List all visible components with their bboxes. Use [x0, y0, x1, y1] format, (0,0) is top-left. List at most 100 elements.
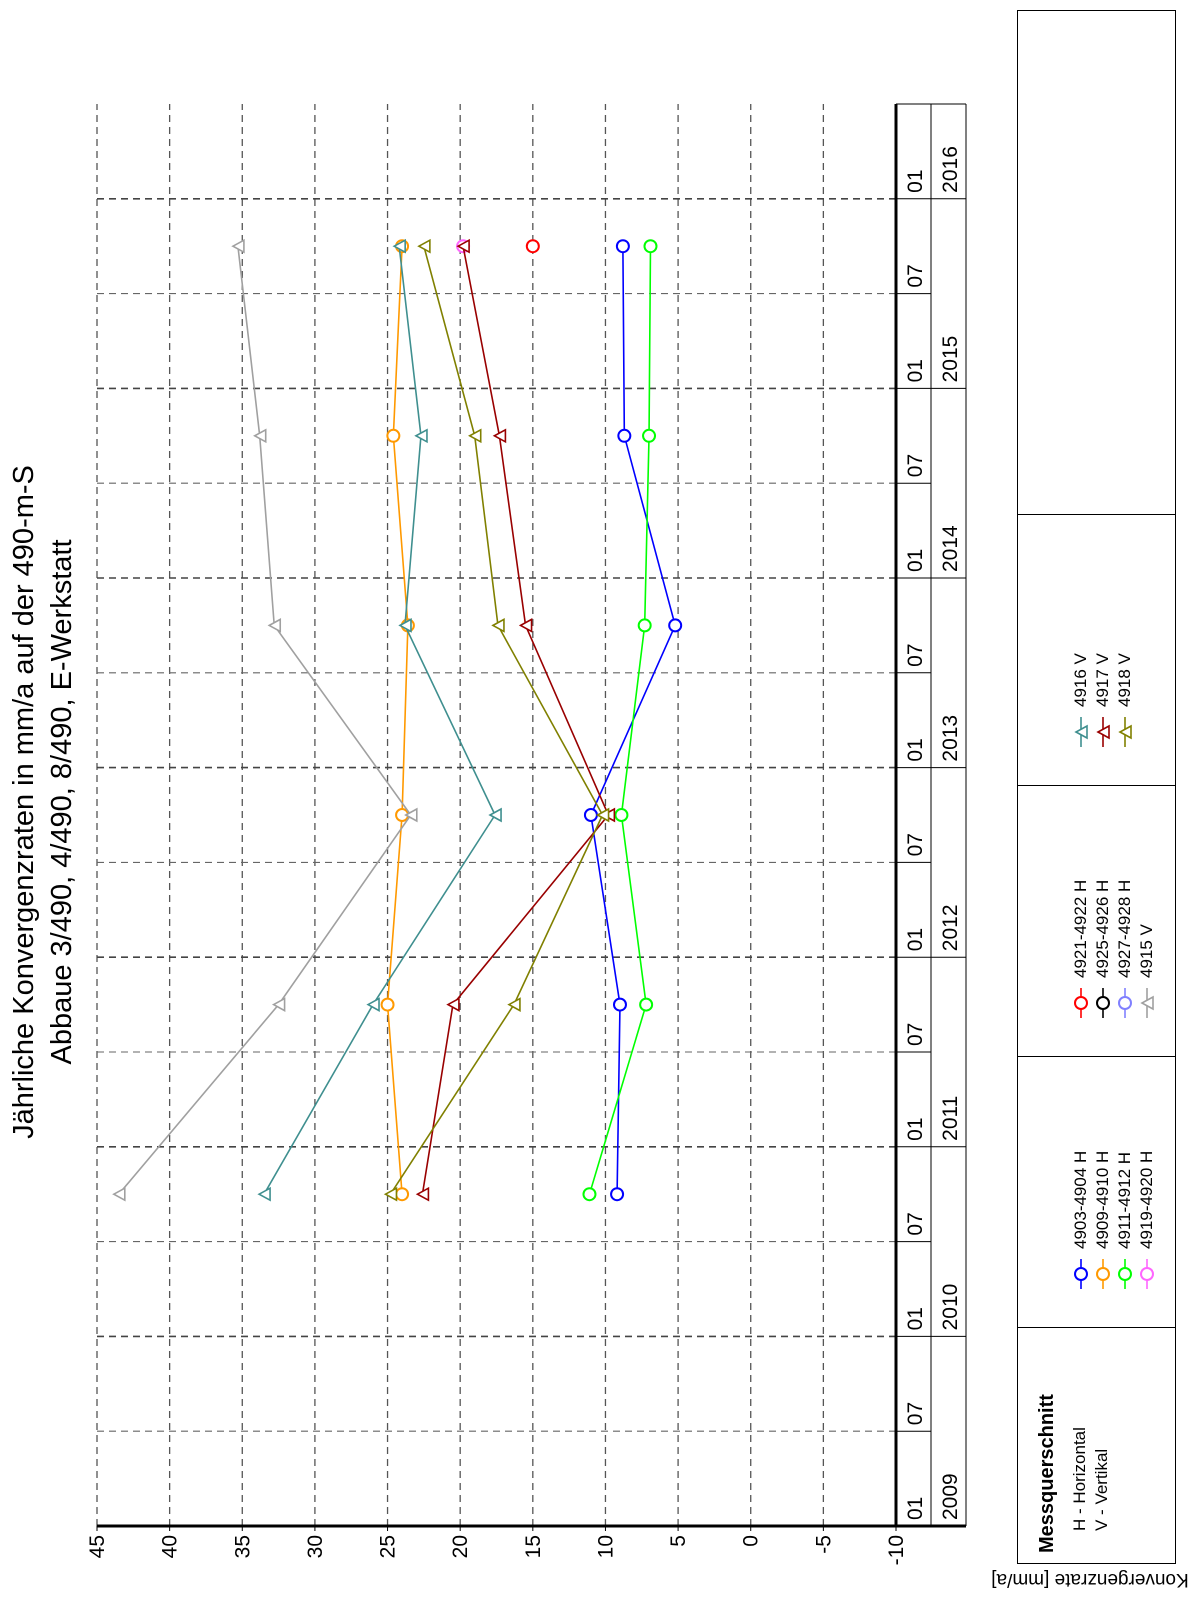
- x-month-tick-label: 07: [904, 643, 927, 666]
- legend-info-column: Messquerschnitt H - Horizontal V - Verti…: [1018, 1328, 1175, 1563]
- legend-marker: [1074, 1267, 1088, 1281]
- legend-item: 4921-4922 H: [1070, 880, 1092, 1020]
- x-month-tick-label: 07: [904, 833, 927, 856]
- y-tick-label: 5: [667, 1535, 690, 1547]
- legend-swatch: [1096, 988, 1110, 1018]
- legend-item: 4925-4926 H: [1092, 880, 1114, 1020]
- legend-swatch: [1118, 988, 1132, 1018]
- data-point: [380, 997, 395, 1012]
- series-4916-v: [257, 238, 502, 1202]
- data-point: [518, 618, 533, 633]
- legend-swatch: [1074, 1259, 1088, 1289]
- legend-swatch: [1118, 1259, 1132, 1289]
- data-point: [398, 618, 412, 633]
- legend-column-2: 4921-4922 H 4925-4926 H 4927-4928 H 4915 V: [1018, 786, 1175, 1057]
- data-point: [267, 618, 282, 633]
- y-tick-label: 40: [159, 1535, 182, 1558]
- x-month-tick-label: 01: [904, 928, 927, 951]
- legend-swatch: [1140, 988, 1154, 1018]
- data-point: [414, 428, 428, 444]
- x-month-tick-label: 07: [904, 1212, 927, 1235]
- data-point: [610, 1187, 625, 1202]
- legend-item: 4918 V: [1114, 653, 1136, 749]
- data-point: [525, 239, 540, 254]
- data-point: [395, 1187, 410, 1202]
- data-point: [257, 1186, 271, 1202]
- legend-label: 4911-4912 H: [1115, 1151, 1134, 1249]
- data-point: [583, 808, 598, 822]
- series-lines: [112, 238, 683, 1202]
- legend-marker: [1140, 995, 1154, 1011]
- data-point: [612, 997, 627, 1012]
- legend-swatch: [1096, 1259, 1110, 1289]
- series-line: [263, 246, 496, 1195]
- data-point: [417, 238, 431, 254]
- y-tick-label: 45: [86, 1535, 109, 1558]
- legend-item: 4903-4904 H: [1070, 1151, 1092, 1291]
- data-point: [415, 1186, 430, 1202]
- data-point: [615, 239, 630, 254]
- legend-item: 4916 V: [1070, 653, 1092, 749]
- data-point: [639, 997, 654, 1012]
- series-4917-v: [415, 238, 616, 1202]
- axes: -10 -5 0 5 10 15 20 25 30 35 40 45 01 07 01 07 01 07 01 07 0…: [86, 103, 967, 1565]
- legend-label: 4927-4928 H: [1115, 879, 1134, 978]
- legend-marker: [1096, 996, 1110, 1010]
- data-point: [383, 1186, 398, 1202]
- x-month-tick-label: 01: [904, 1117, 927, 1140]
- legend-item: 4911-4912 H: [1114, 1152, 1136, 1291]
- x-year-label: 2015: [939, 336, 962, 383]
- legend-column-empty: [1018, 9, 1175, 515]
- x-month-tick-label: 07: [904, 1023, 927, 1046]
- y-tick-label: 35: [231, 1535, 254, 1558]
- legend-marker: [1140, 1267, 1154, 1281]
- legend-marker: [1096, 724, 1110, 740]
- legend-note-vertical: V - Vertikal: [1092, 1448, 1111, 1531]
- legend-swatch: [1118, 717, 1132, 747]
- legend-swatch: [1074, 988, 1088, 1018]
- legend-label: 4918 V: [1115, 653, 1134, 707]
- x-month-tick-label: 07: [904, 1402, 927, 1425]
- legend-swatch: [1074, 717, 1088, 747]
- legend-label: 4915 V: [1137, 924, 1156, 978]
- y-tick-label: -10: [885, 1535, 908, 1565]
- legend-label: 4917 V: [1093, 653, 1112, 707]
- legend-marker: [1074, 724, 1088, 740]
- data-point: [253, 428, 267, 444]
- legend-marker: [1118, 996, 1132, 1010]
- legend-item: 4915 V: [1136, 924, 1158, 1020]
- data-point: [404, 807, 418, 823]
- legend-column-3: 4916 V 4917 V 4918 V: [1018, 515, 1175, 786]
- legend-item: 4927-4928 H: [1114, 880, 1136, 1020]
- data-point: [643, 239, 658, 254]
- y-tick-label: 0: [740, 1535, 763, 1547]
- series-line: [588, 246, 652, 1195]
- y-axis-label: Konvergenzrate [mm/a]: [991, 1569, 1188, 1590]
- legend-label: 4903-4904 H: [1071, 1150, 1090, 1249]
- data-point: [366, 997, 380, 1012]
- x-year-label: 2014: [939, 525, 962, 572]
- data-point: [491, 618, 505, 633]
- x-year-label: 2010: [939, 1284, 962, 1331]
- y-tick-label: 25: [377, 1535, 400, 1558]
- x-month-tick-label: 01: [904, 1497, 927, 1520]
- y-tick-label: 30: [304, 1535, 327, 1558]
- x-year-label: 2016: [939, 146, 962, 193]
- data-point: [231, 238, 245, 254]
- series-4921-4922-h: [525, 239, 540, 254]
- data-point: [386, 428, 401, 443]
- legend-note-horizontal: H - Horizontal: [1070, 1427, 1089, 1531]
- data-point: [617, 428, 632, 443]
- data-point: [392, 238, 406, 254]
- series-4911-4912-h: [582, 239, 658, 1202]
- legend-marker: [1118, 1267, 1132, 1281]
- grid-lines: [96, 104, 897, 1527]
- data-point: [637, 618, 652, 633]
- series-line: [118, 246, 412, 1195]
- data-point: [668, 618, 683, 633]
- x-month-tick-label: 01: [904, 1307, 927, 1330]
- y-tick-label: 20: [449, 1535, 472, 1558]
- legend-label: 4925-4926 H: [1093, 879, 1112, 978]
- data-point: [468, 428, 482, 444]
